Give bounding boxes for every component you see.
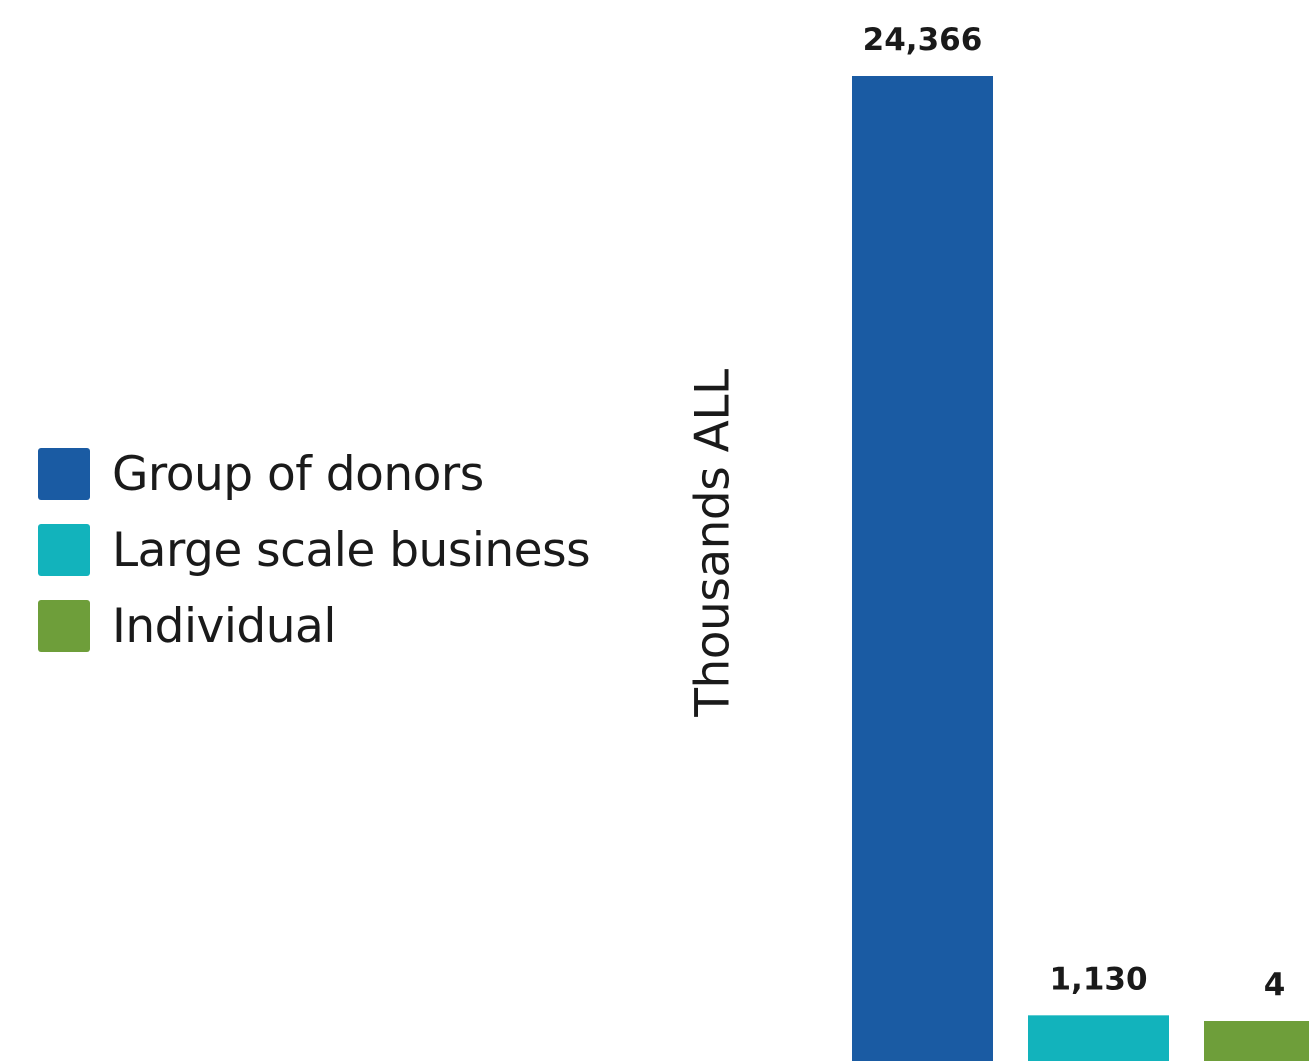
legend-item-large-scale-business: Large scale business bbox=[38, 512, 591, 588]
bar-group-of-donors bbox=[852, 76, 993, 1061]
legend-item-group-of-donors: Group of donors bbox=[38, 436, 590, 512]
legend-label: Group of donors bbox=[112, 446, 484, 502]
legend-label: Individual bbox=[112, 598, 336, 654]
legend-label: Large scale business bbox=[112, 522, 591, 578]
legend-item-individual: Individual bbox=[38, 588, 590, 664]
legend-swatch bbox=[38, 524, 90, 576]
bar-large-scale-business bbox=[1028, 1015, 1169, 1061]
bar-value-label: 24,366 bbox=[863, 22, 983, 58]
legend-swatch bbox=[38, 448, 90, 500]
bar-individual bbox=[1204, 1021, 1309, 1061]
legend-swatch bbox=[38, 600, 90, 652]
legend: Group of donors Large scale business Ind… bbox=[38, 436, 591, 664]
bar-value-label: 4 bbox=[1264, 967, 1286, 1003]
bar-value-label: 1,130 bbox=[1049, 961, 1147, 997]
